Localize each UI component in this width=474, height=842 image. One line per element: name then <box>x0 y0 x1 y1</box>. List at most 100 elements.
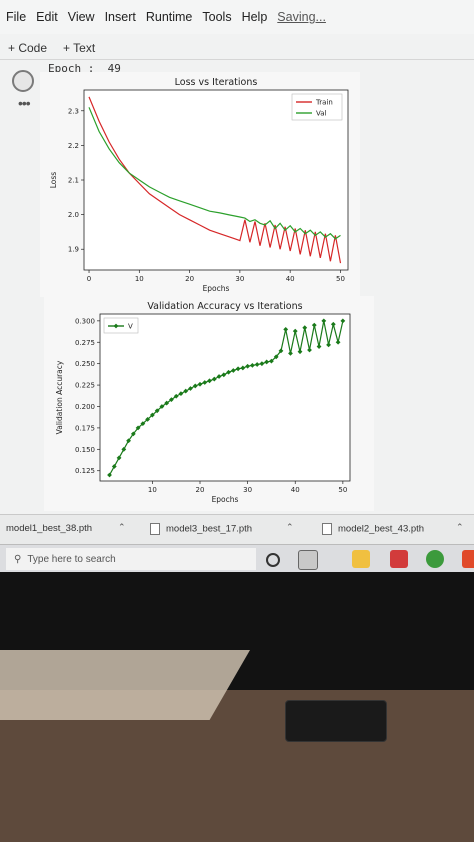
add-text-button[interactable]: + Text <box>63 40 96 55</box>
data-point <box>230 368 236 373</box>
data-point <box>149 412 155 418</box>
data-point <box>235 366 241 372</box>
data-point <box>311 322 317 328</box>
data-point <box>278 348 284 354</box>
menu-help[interactable]: Help <box>241 10 268 24</box>
data-point <box>169 397 174 403</box>
light-patch <box>0 650 250 720</box>
menu-edit[interactable]: Edit <box>36 10 58 24</box>
x-tick-label: 20 <box>196 486 205 494</box>
data-point <box>197 381 203 387</box>
taskbar-search[interactable]: ⚲ Type here to search <box>6 548 256 570</box>
search-placeholder: Type here to search <box>27 553 116 565</box>
data-point <box>302 325 308 331</box>
data-point <box>173 393 179 399</box>
data-point <box>140 421 146 427</box>
data-point <box>192 383 198 389</box>
data-point <box>292 328 298 334</box>
legend-label: V <box>128 323 133 331</box>
download-file-name: model3_best_17.pth <box>166 523 253 535</box>
data-point <box>154 408 160 414</box>
legend-label: Val <box>316 110 327 118</box>
chevron-up-icon[interactable]: ⌃ <box>286 522 294 532</box>
x-axis-label: Epochs <box>203 284 230 293</box>
x-tick-label: 40 <box>291 486 300 494</box>
download-file-name: model1_best_38.pth <box>6 523 93 534</box>
data-point <box>297 349 303 355</box>
y-tick-label: 0.250 <box>75 360 95 368</box>
y-tick-label: 0.275 <box>75 339 95 347</box>
more-options-icon[interactable]: ••• <box>18 95 31 111</box>
y-tick-label: 2.3 <box>68 107 79 115</box>
data-point <box>240 365 246 371</box>
series-line <box>88 96 342 264</box>
data-point <box>111 464 117 469</box>
desk-device <box>285 700 387 742</box>
accuracy-chart: Validation Accuracy vs Iterations 10 20 30 4… <box>44 296 374 511</box>
chevron-up-icon[interactable]: ⌃ <box>456 522 464 532</box>
run-cell-icon[interactable] <box>12 70 34 92</box>
download-file-name: model2_best_43.pth <box>338 523 425 535</box>
data-point <box>269 358 274 364</box>
y-tick-label: 0.125 <box>75 467 95 475</box>
folder-icon[interactable] <box>352 550 370 568</box>
data-point <box>288 350 293 356</box>
download-item[interactable]: model3_best_17.pth <box>150 523 252 535</box>
app-icon[interactable] <box>462 550 474 568</box>
x-tick-label: 50 <box>338 486 347 494</box>
data-point <box>164 400 170 406</box>
legend-label: Train <box>315 99 333 107</box>
x-tick-label: 10 <box>135 275 144 283</box>
y-tick-label: 2.1 <box>68 177 79 185</box>
data-point <box>221 372 227 378</box>
app-icon[interactable] <box>390 550 408 568</box>
chart-title: Validation Accuracy vs Iterations <box>147 301 302 312</box>
cortana-icon[interactable] <box>266 553 280 567</box>
download-item[interactable]: model1_best_38.pth <box>6 523 92 534</box>
y-tick-label: 0.225 <box>75 382 95 390</box>
chart-title: Loss vs Iterations <box>175 77 258 88</box>
data-point <box>211 376 217 382</box>
x-tick-label: 30 <box>235 275 244 283</box>
data-point <box>116 455 122 461</box>
data-point <box>254 362 260 367</box>
x-axis-label: Epochs <box>212 495 239 504</box>
downloads-bar: model1_best_38.pth ⌃ model3_best_17.pth … <box>0 514 474 545</box>
y-tick-label: 0.175 <box>75 424 95 432</box>
loss-chart: Loss vs Iterations 0 10 20 30 40 50 1.9 2.0 2.1 2.… <box>40 72 360 297</box>
plot-area <box>99 313 351 482</box>
data-point <box>307 347 312 353</box>
x-tick-label: 50 <box>336 275 345 283</box>
menu-file[interactable]: File <box>6 10 27 24</box>
x-tick-label: 0 <box>87 275 91 283</box>
add-code-button[interactable]: + Code <box>8 40 48 55</box>
y-tick-label: 2.2 <box>68 142 79 150</box>
y-axis-label: Loss <box>49 172 58 189</box>
y-axis-label: Validation Accuracy <box>55 360 64 434</box>
file-icon <box>150 523 160 535</box>
menu-runtime[interactable]: Runtime <box>145 10 193 24</box>
menu-view[interactable]: View <box>67 10 95 24</box>
menu-tools[interactable]: Tools <box>202 10 232 24</box>
legend-box <box>291 93 343 121</box>
chevron-up-icon[interactable]: ⌃ <box>118 522 126 532</box>
y-tick-label: 0.200 <box>75 403 95 411</box>
y-tick-label: 2.0 <box>68 211 79 219</box>
task-view-icon[interactable] <box>298 550 318 570</box>
x-tick-label: 20 <box>185 275 194 283</box>
data-point <box>335 339 341 345</box>
download-item[interactable]: model2_best_43.pth <box>322 523 424 535</box>
y-tick-label: 0.300 <box>75 317 95 325</box>
save-status[interactable]: Saving... <box>277 10 326 24</box>
data-point <box>107 472 112 478</box>
x-tick-label: 30 <box>243 486 252 494</box>
data-point <box>135 425 141 431</box>
data-point <box>316 344 322 349</box>
y-tick-label: 0.150 <box>75 446 95 454</box>
file-icon <box>322 523 332 535</box>
menu-insert[interactable]: Insert <box>104 10 136 24</box>
chrome-icon[interactable] <box>426 550 444 568</box>
data-point <box>249 362 255 368</box>
data-point <box>264 359 270 365</box>
data-point <box>178 391 184 397</box>
